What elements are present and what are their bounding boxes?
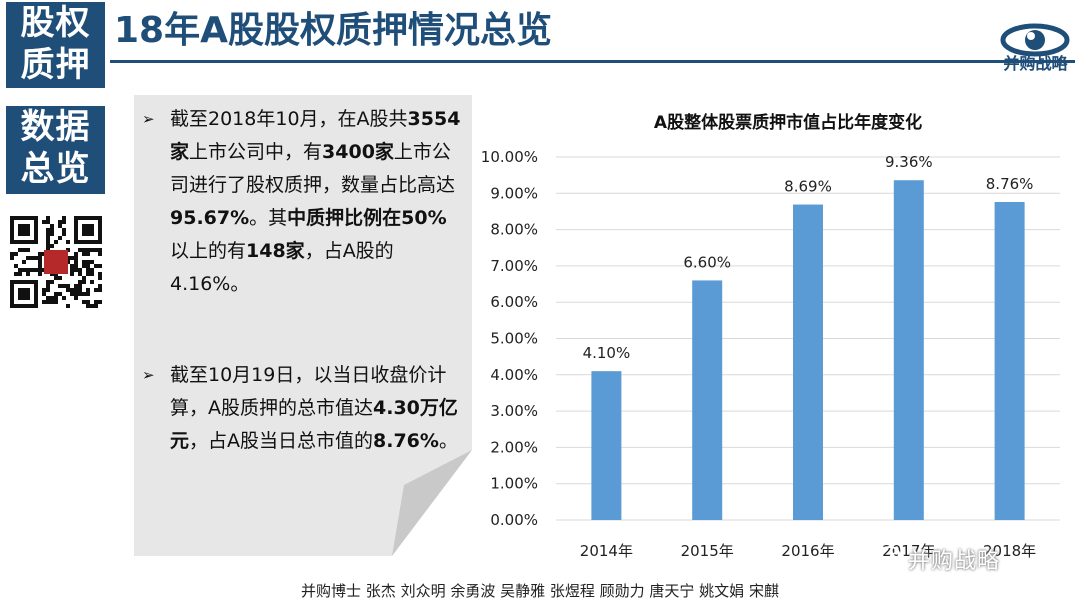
y-tick-label: 4.00% (490, 366, 538, 384)
pledge-ratio-bar-chart: A股整体股票质押市值占比年度变化 0.00% 1.00% 2.00% 3.00% 4.00… (481, 112, 1060, 560)
section-badge-pledge: 股权 质押 (6, 2, 105, 88)
data-label: 6.60% (683, 253, 731, 271)
logo-text: 并购战略 (1003, 54, 1068, 73)
bar (793, 204, 823, 520)
bullet-arrow-icon: ➢ (142, 110, 155, 128)
bullet-emphasis: 148家 (246, 240, 305, 262)
page-title: 18年A股股权质押情况总览 (114, 10, 552, 51)
x-tick-label: 2018年 (983, 542, 1036, 560)
bar (692, 280, 723, 520)
y-tick-label: 10.00% (481, 148, 538, 166)
bullet-segment: 以上的有 (170, 240, 247, 262)
bar (591, 371, 622, 520)
y-tick-label: 1.00% (490, 475, 538, 493)
section-badge-overview: 数据 总览 (6, 106, 105, 194)
bullet-segment: 。 (438, 430, 458, 452)
bullet-segment: 。其 (249, 207, 288, 229)
bullet-item-market-value: ➢ 截至10月19日，以当日收盘价计算，A股质押的总市值达4.30万亿元，占A股… (142, 359, 462, 458)
logo-stamp (44, 250, 68, 274)
y-tick-label: 6.00% (490, 293, 538, 311)
data-label: 8.69% (784, 178, 832, 196)
section-badge-line-1: 股权 (20, 3, 91, 43)
bar (893, 180, 924, 520)
watermark-text: 并购战略 (908, 549, 1001, 574)
section-badge-line-1: 数据 (20, 107, 91, 147)
bullet-text: 截至10月19日，以当日收盘价计算，A股质押的总市值达4.30万亿元，占A股当日… (142, 359, 462, 458)
bullet-emphasis: 4.30万亿元 (170, 397, 458, 452)
x-tick-label: 2015年 (681, 542, 734, 560)
bullet-segment: ，占A股当日总市值的 (189, 430, 374, 452)
data-label: 8.76% (986, 175, 1034, 193)
bullet-item-pledge-count: ➢ 截至2018年10月，在A股共3554家上市公司中，有3400家上市公司进行… (142, 103, 462, 301)
x-tick-label: 2017年 (882, 542, 935, 560)
bullet-emphasis: 3554家 (170, 108, 461, 163)
bullet-emphasis: 3400家 (322, 141, 394, 163)
chart-title: A股整体股票质押市值占比年度变化 (654, 112, 922, 133)
author-credits: 并购博士 张杰 刘众明 余勇波 吴静雅 张煜程 顾勋力 唐天宁 姚文娟 宋麒 (301, 582, 779, 600)
bullet-segment: ，占A股的4.16%。 (170, 240, 394, 295)
bullet-arrow-icon: ➢ (142, 366, 155, 384)
y-tick-label: 0.00% (490, 511, 538, 529)
y-tick-label: 8.00% (490, 221, 538, 239)
data-label: 4.10% (583, 344, 631, 362)
x-tick-label: 2016年 (781, 542, 834, 560)
y-tick-label: 3.00% (490, 402, 538, 420)
y-tick-label: 5.00% (490, 330, 538, 348)
bullet-emphasis: 中质押比例在50% (287, 207, 447, 229)
qr-code-icon (10, 216, 102, 308)
wechat-icon (880, 546, 905, 566)
bullet-emphasis: 8.76% (373, 430, 439, 452)
x-tick-label: 2014年 (580, 542, 633, 560)
bullet-segment: 截至2018年10月，在A股共 (170, 108, 408, 130)
data-label: 9.36% (885, 153, 933, 171)
section-badge-line-2: 总览 (20, 149, 91, 189)
bullet-segment: 上市公司中，有 (189, 141, 323, 163)
bullet-segment: 截至10月19日，以当日收盘价计算，A股质押的总市值达 (170, 364, 447, 419)
bar (994, 202, 1025, 520)
bullet-text: 截至2018年10月，在A股共3554家上市公司中，有3400家上市公司进行了股… (142, 103, 462, 301)
y-tick-label: 9.00% (490, 184, 538, 202)
y-tick-label: 7.00% (490, 257, 538, 275)
title-divider (110, 60, 1075, 63)
eye-logo-icon (1000, 23, 1070, 57)
text-panel (134, 95, 472, 556)
bullet-emphasis: 95.67% (170, 207, 250, 229)
bullet-segment: 上市公司进行了股权质押，数量占比高达 (170, 141, 456, 196)
y-tick-label: 2.00% (490, 438, 538, 456)
section-badge-line-2: 质押 (20, 45, 91, 85)
